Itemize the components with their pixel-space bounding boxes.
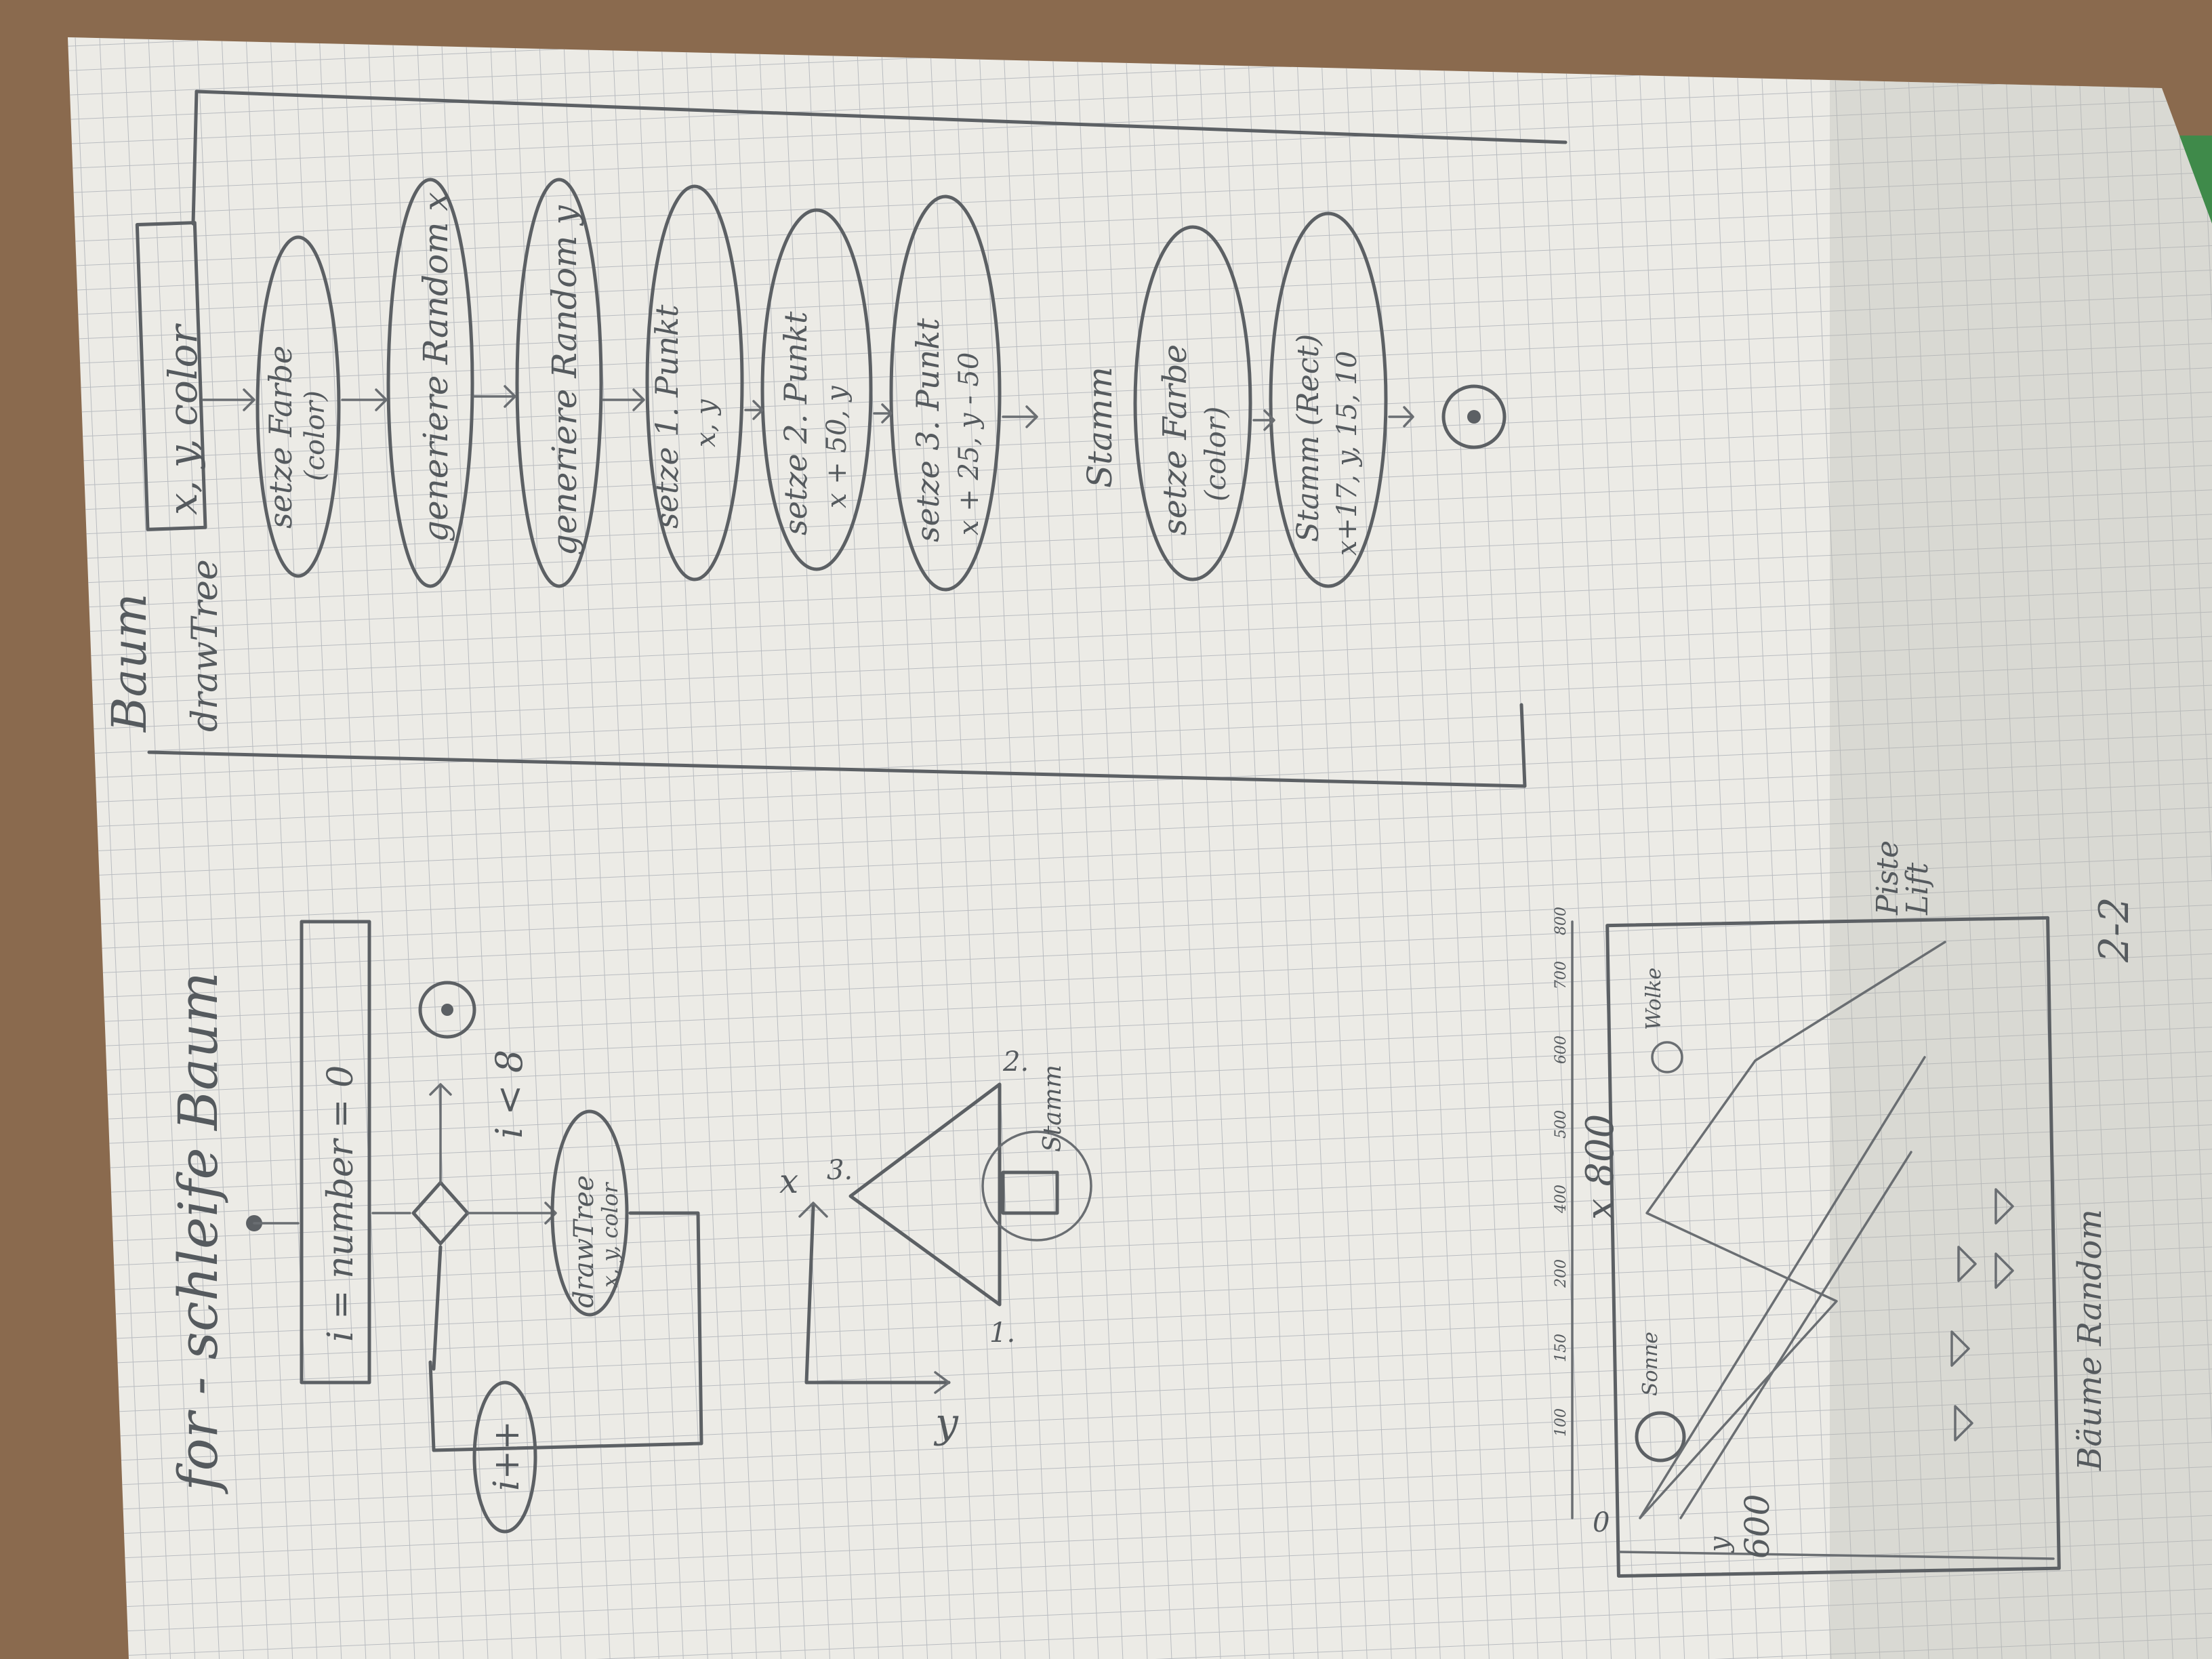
x-tick: 400 [1553, 1185, 1570, 1214]
step-2-ellipse [386, 178, 474, 588]
small-tree-icon [1950, 1330, 1970, 1367]
end-node-inner [1467, 410, 1481, 424]
step-3-text: generiere Random y [545, 205, 584, 556]
tree-trunk [1001, 1170, 1059, 1215]
step-7-text: Stamm [1080, 367, 1120, 488]
loop-back-path [428, 1211, 703, 1452]
sun-label: Sonne [1639, 1332, 1662, 1396]
increment-text: i++ [487, 1420, 527, 1491]
small-tree-icon [1994, 1252, 2014, 1289]
call-text-1: drawTree [569, 1175, 600, 1308]
step-8-ellipse [1133, 225, 1252, 581]
arrow-4 [602, 388, 645, 411]
loop-end-outer [418, 981, 476, 1039]
step-2-text: generiere Random x [416, 192, 455, 542]
step-5-text-1: setze 2. Punkt [777, 311, 814, 535]
tree-triangle [848, 1082, 1002, 1307]
call-text-2: x, y, color [597, 1182, 623, 1288]
end-node-outer [1441, 384, 1507, 449]
page-number: 2-2 [2091, 897, 2138, 963]
trees-label: Bäume Random [2071, 1209, 2109, 1471]
function-name: drawTree [185, 559, 226, 732]
drawtree-flowchart: Baum drawTree x, y, color setze Farbe (c… [102, 89, 1568, 788]
arrow-6 [873, 403, 893, 424]
step-6-text-1: setze 3. Punkt [909, 318, 946, 542]
piste-label: Piste [1870, 840, 1905, 916]
x-tick: 500 [1553, 1110, 1570, 1139]
point-3-label: 3. [827, 1155, 853, 1186]
width-label: x 800 [1578, 1114, 1622, 1220]
mountain-lines [1639, 941, 1946, 1519]
sun-icon [1635, 1411, 1686, 1462]
step-1-ellipse [255, 235, 341, 578]
x-tick: 200 [1553, 1259, 1570, 1288]
arrow-1 [202, 388, 255, 411]
height-dimension [1618, 1551, 2055, 1560]
x-tick: 600 [1553, 1036, 1570, 1064]
paper-shade [1830, 37, 2212, 1659]
x-tick: 150 [1553, 1334, 1570, 1362]
increment-ellipse [472, 1380, 537, 1534]
arrow-2 [341, 388, 388, 411]
small-tree-icon [1954, 1405, 1973, 1441]
params-text: x, y, color [160, 323, 206, 515]
x-tick: 800 [1553, 907, 1570, 935]
step-5-text-2: x + 50, y [821, 385, 853, 508]
y-small-label: y [1704, 1536, 1735, 1553]
step-4-text-2: x, y [691, 398, 722, 447]
axis-y-label: y [933, 1399, 959, 1447]
call-ellipse [550, 1109, 629, 1317]
scene-layout-sketch: x 800 600 0 y 100 150 200 400 500 600 70… [1553, 840, 2138, 1578]
step-1-text-2: (color) [300, 390, 331, 481]
point-1-label: 1. [989, 1317, 1015, 1349]
step-8-text-1: setze Farbe [1156, 344, 1194, 535]
for-loop-flowchart: for - schleife Baum i = number = 0 i < 8… [167, 920, 703, 1534]
init-text: i = number = 0 [321, 1065, 361, 1342]
origin-label: 0 [1593, 1507, 1610, 1538]
step-6-text-2: x + 25, y - 50 [954, 352, 985, 535]
step-9-ellipse [1269, 211, 1388, 588]
lift-label: Lift [1900, 862, 1935, 916]
step-6-ellipse [889, 194, 1002, 592]
step-4-ellipse [645, 184, 744, 581]
x-tick: 100 [1553, 1408, 1570, 1437]
scene-frame [1605, 916, 2061, 1578]
loop-end-inner [441, 1004, 453, 1016]
point-2-label: 2. [1002, 1046, 1029, 1078]
step-1-text-1: setze Farbe [262, 346, 299, 529]
loop-title: for - schleife Baum [167, 972, 230, 1494]
tree-coordinate-sketch: x y 1. 2. 3. Stamm [779, 1046, 1092, 1447]
x-ticks: 100 150 200 400 500 600 700 800 [1553, 907, 1570, 1437]
axis-x-label: x [779, 1162, 798, 1201]
arrow-3 [473, 385, 516, 408]
init-box [300, 920, 371, 1385]
trunk-label: Stamm [1039, 1065, 1067, 1152]
arrow-7 [1002, 405, 1038, 428]
arrow-8 [1252, 409, 1275, 431]
loop-arrow-true [429, 1083, 452, 1184]
x-tick: 700 [1553, 961, 1570, 989]
step-9-text-1: Stamm (Rect) [1291, 334, 1326, 542]
arrow-9 [1388, 406, 1414, 428]
cloud-icon [1651, 1041, 1683, 1073]
step-4-text-1: setze 1. Punkt [649, 304, 685, 529]
height-label: 600 [1738, 1494, 1777, 1559]
flowchart-title: Baum [102, 593, 157, 733]
params-box [135, 221, 207, 531]
step-9-text-2: x+17, y, 15, 10 [1332, 351, 1363, 556]
step-5-ellipse [760, 208, 873, 571]
small-tree-icon [1994, 1188, 2014, 1225]
arrow-5 [744, 400, 764, 420]
trunk-circle [981, 1130, 1092, 1242]
step-8-text-2: (color) [1199, 407, 1232, 501]
loop-arrow-3 [466, 1202, 557, 1225]
step-3-ellipse [515, 178, 603, 588]
condition-text: i < 8 [488, 1050, 531, 1139]
cloud-label: Wolke [1642, 968, 1666, 1030]
small-tree-icon [1957, 1246, 1977, 1282]
axis-lines [804, 1204, 951, 1385]
